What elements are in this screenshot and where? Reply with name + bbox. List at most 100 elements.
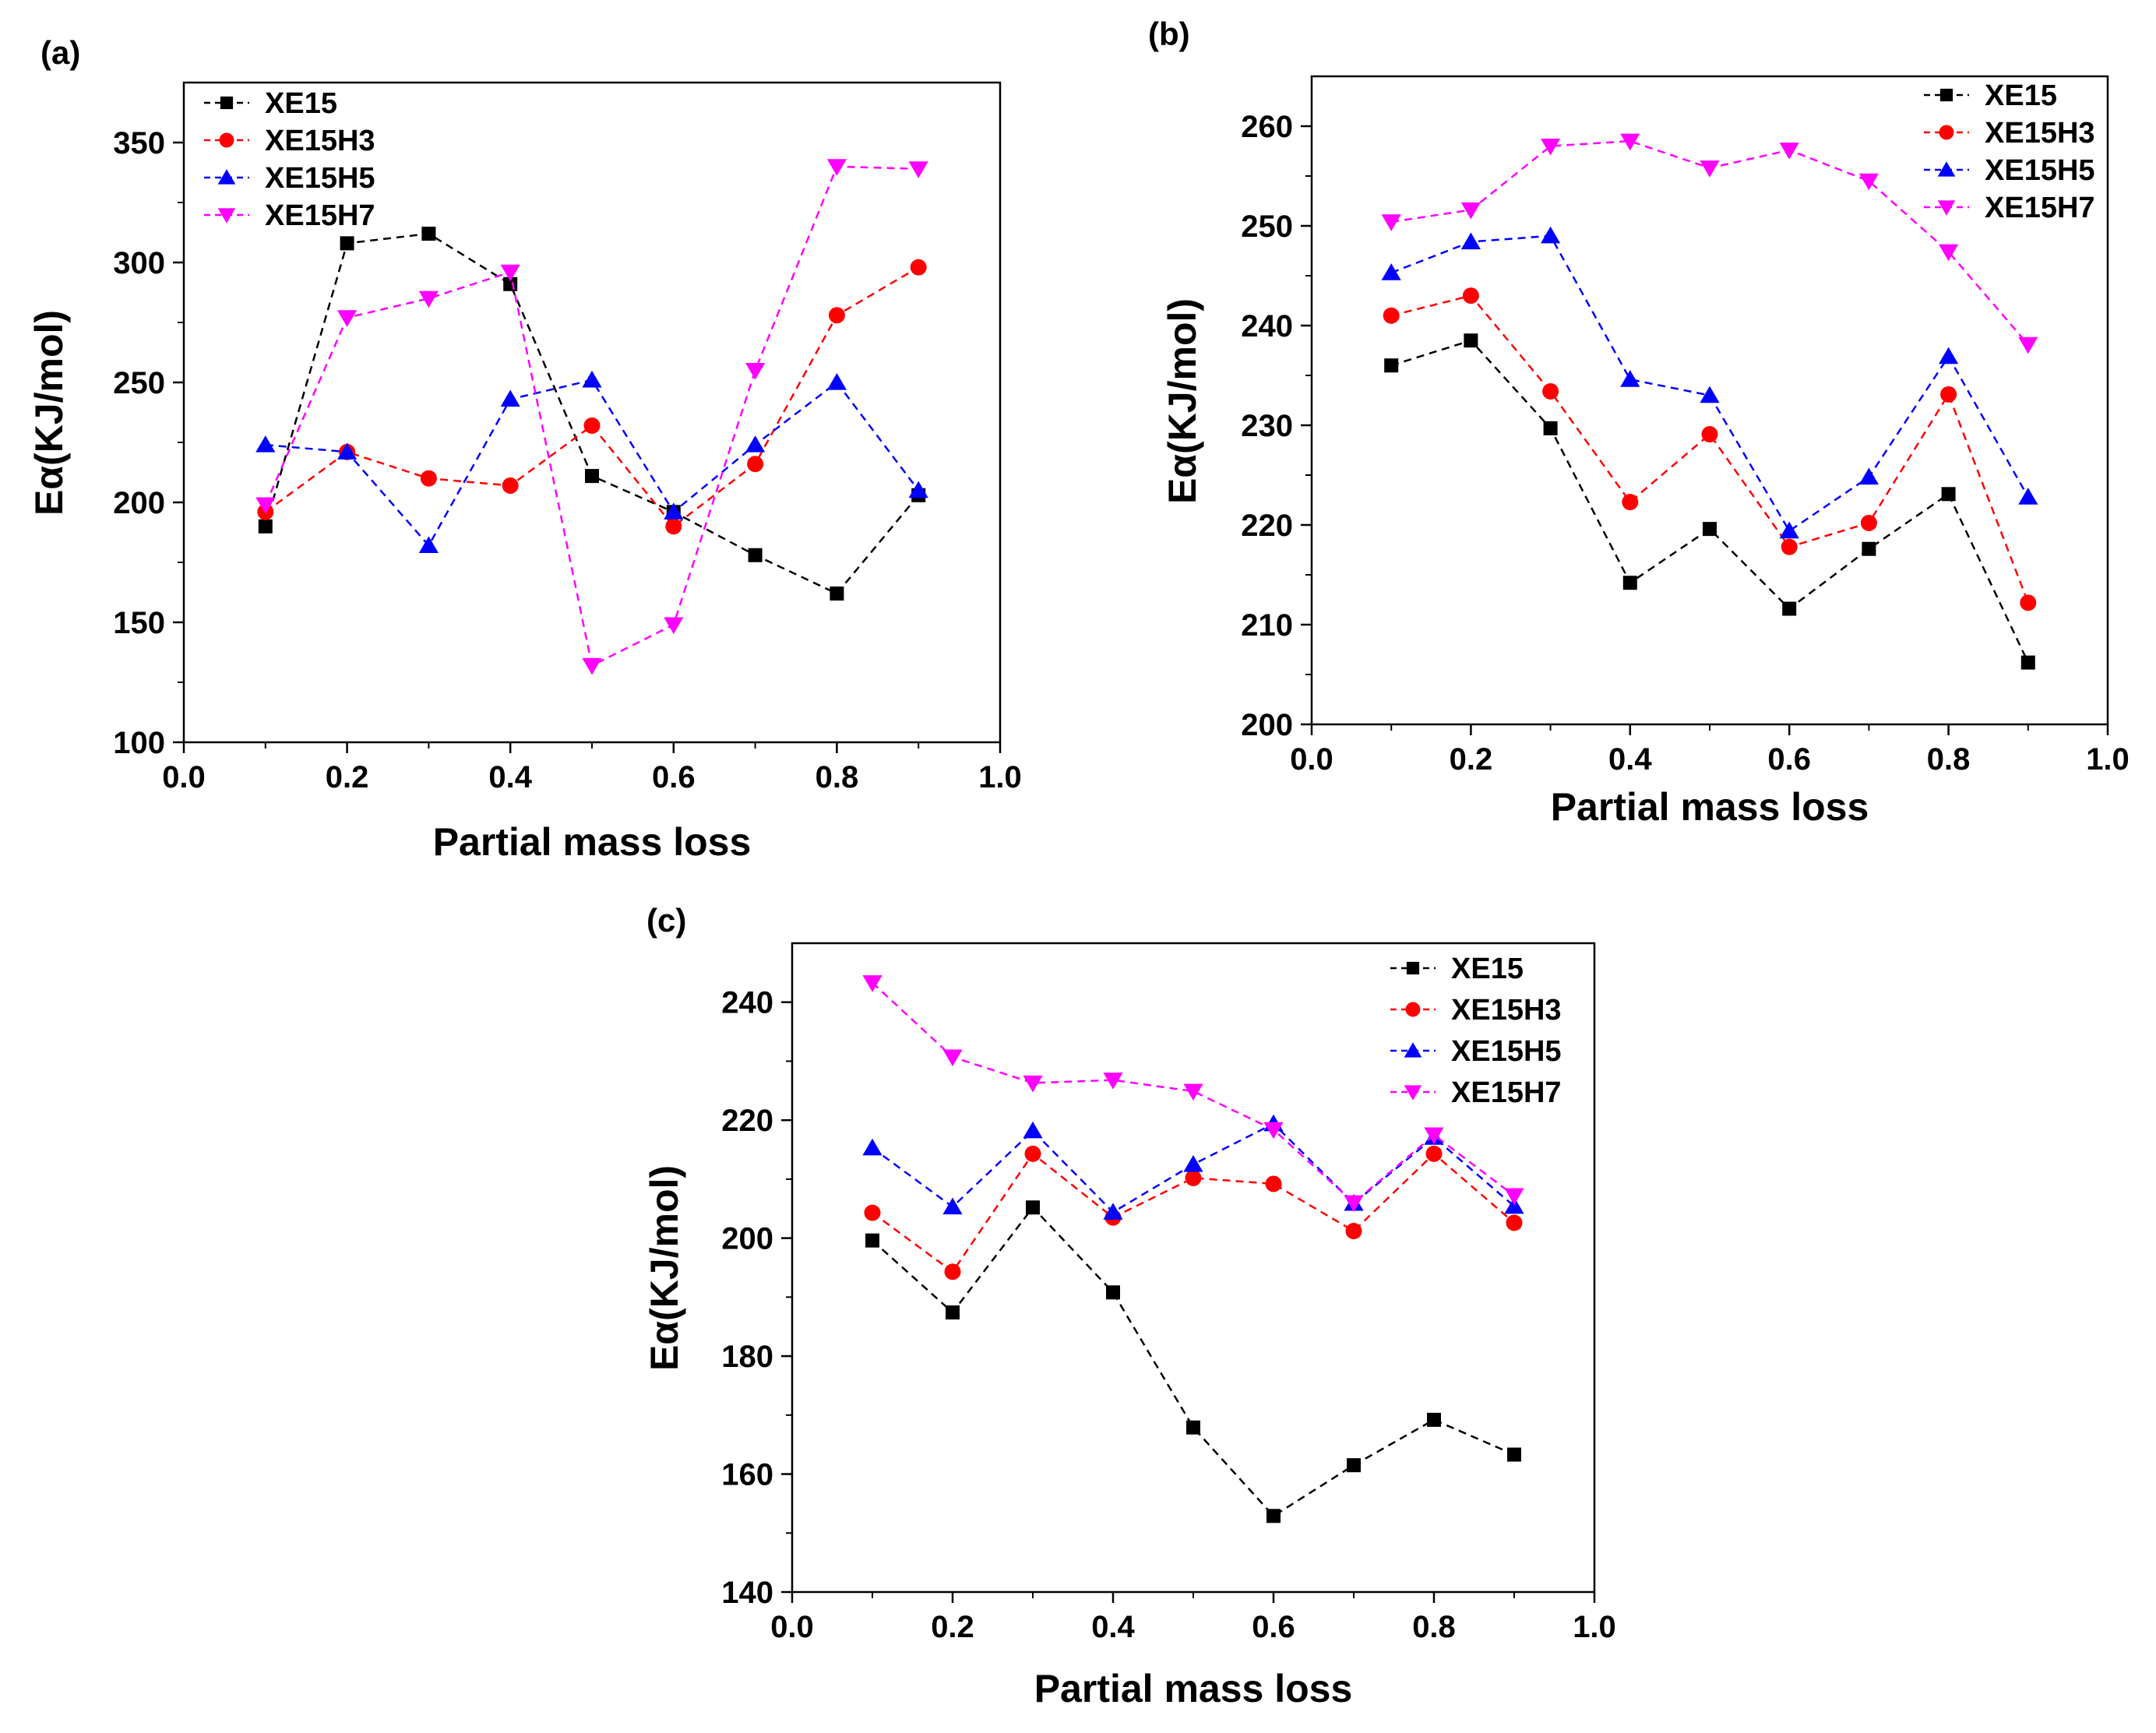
panel-a-data-point — [255, 435, 276, 453]
panel-a-data-point — [418, 536, 439, 554]
panel-a-y-tick-label: 300 — [113, 246, 165, 280]
panel-a-data-point — [828, 307, 845, 324]
panel-c-data-point — [1424, 1127, 1444, 1145]
panel-b-data-point — [1858, 173, 1879, 191]
panel-a-x-tick-label: 0.2 — [326, 760, 369, 794]
panel-c-legend-label: XE15 — [1451, 953, 1524, 985]
panel-a-series-line — [265, 379, 920, 548]
panel-b-series-xe15h5 — [1381, 226, 2038, 539]
panel-c-legend-marker — [1406, 961, 1420, 975]
panel-c-data-point — [1024, 1145, 1041, 1162]
panel-c-data-point — [1504, 1196, 1524, 1214]
panel-a-data-point — [664, 617, 684, 635]
panel-a-data-point — [747, 456, 764, 473]
panel-c-legend: XE15 XE15H3 XE15H5 XE15H7 — [1390, 953, 1562, 1109]
panel-c-x-tick-label: 0.2 — [931, 1610, 974, 1644]
panel-b-x-tick-label: 0.0 — [1290, 742, 1333, 777]
panel-c-data-point — [862, 1138, 882, 1156]
panel-c-data-point — [1023, 1121, 1043, 1139]
panel-c-legend-label: XE15H7 — [1451, 1076, 1562, 1109]
panel-a-data-point — [908, 161, 928, 178]
panel-a-data-point — [337, 442, 358, 460]
panel-a-series-xe15 — [258, 227, 926, 601]
panel-a-data-point — [340, 236, 354, 251]
panel-c-data-point — [864, 1204, 881, 1221]
panel-c-series-line — [872, 1206, 1515, 1517]
panel-c: (c) 0.0 0.2 0.4 0.6 0.8 1.0 140 160 180 200 220 240 P… — [643, 902, 1616, 1710]
panel-a-data-point — [582, 370, 602, 388]
panel-c-series-line — [872, 981, 1515, 1204]
panel-a-data-point — [908, 481, 928, 498]
panel-b-x-tick-label: 0.2 — [1450, 742, 1493, 777]
panel-a-series-xe15h5 — [255, 370, 928, 554]
panel-a: (a) 0.0 0.2 0.4 0.6 0.8 1.0 100 150 200 250 300 350 P… — [27, 34, 1022, 864]
panel-a-x-tick-label: 0.0 — [162, 760, 206, 794]
panel-b-data-point — [2020, 655, 2035, 670]
panel-a-legend-label: XE15H3 — [265, 125, 375, 157]
panel-b-data-point — [1939, 244, 1959, 262]
panel-b-data-point — [1779, 143, 1799, 160]
panel-a-data-point — [585, 469, 599, 484]
panel-c-x-tick-label: 0.6 — [1252, 1610, 1295, 1644]
panel-c-series-line — [872, 1152, 1515, 1273]
panel-b-legend-marker — [1939, 88, 1953, 102]
panel-c-x-tick-label: 0.4 — [1091, 1610, 1135, 1644]
panel-b-data-point — [1541, 139, 1561, 156]
panel-c-data-point — [1427, 1412, 1441, 1427]
panel-c-y-tick-label: 180 — [721, 1340, 773, 1374]
panel-a-data-point — [745, 363, 766, 380]
panel-a-x-tick-label: 0.4 — [488, 760, 532, 794]
panel-a-series-line — [265, 266, 919, 528]
panel-b-data-point — [1383, 307, 1400, 324]
panel-b: (b) 0.0 0.2 0.4 0.6 0.8 1.0 200 210 220 230 240 250 2… — [1148, 16, 2130, 829]
panel-c-data-point — [942, 1197, 963, 1215]
panel-b-y-axis-title: Eα(KJ/mol) — [1161, 298, 1204, 504]
panel-b-x-tick-label: 1.0 — [2086, 742, 2130, 777]
panel-b-legend-label: XE15 — [1985, 79, 2057, 112]
panel-a-legend-marker — [217, 169, 236, 185]
panel-c-y-tick-label: 140 — [721, 1576, 773, 1610]
panel-a-y-tick-label: 350 — [113, 126, 165, 160]
panel-b-x-tick-label: 0.6 — [1767, 742, 1811, 777]
panel-b-data-point — [1622, 576, 1637, 590]
panel-b-data-point — [1543, 421, 1558, 435]
panel-b-y-tick-label: 250 — [1241, 210, 1293, 244]
panel-c-y-axis-title: Eα(KJ/mol) — [643, 1165, 686, 1371]
panel-a-legend-marker — [219, 132, 234, 148]
panel-a-data-point — [910, 259, 927, 276]
panel-b-legend: XE15 XE15H3 XE15H5 XE15H7 — [1924, 79, 2095, 224]
panel-c-legend-label: XE15H5 — [1451, 1035, 1562, 1068]
panel-b-data-point — [1940, 386, 1957, 403]
panel-b-data-point — [2020, 594, 2037, 611]
panel-b-y-tick-label: 200 — [1241, 708, 1293, 742]
panel-a-data-point — [258, 519, 273, 534]
panel-b-series-xe15h3 — [1383, 287, 2037, 611]
panel-b-legend-marker — [1939, 125, 1954, 140]
panel-b-data-point — [1941, 487, 1956, 502]
panel-a-data-point — [583, 417, 601, 434]
panel-c-data-point — [1026, 1200, 1040, 1215]
panel-b-legend-marker — [1937, 161, 1956, 177]
panel-b-data-point — [1460, 232, 1481, 250]
panel-b-y-tick-label: 220 — [1241, 509, 1293, 543]
panel-a-data-point — [420, 470, 437, 487]
panel-c-y-tick-label: 220 — [721, 1104, 773, 1138]
panel-b-x-axis-title: Partial mass loss — [1551, 785, 1869, 829]
panel-b-series-line — [1390, 339, 2029, 664]
panel-c-data-point — [946, 1305, 960, 1320]
panel-c-x-axis-title: Partial mass loss — [1034, 1667, 1353, 1710]
panel-b-data-point — [1779, 521, 1799, 539]
panel-b-data-point — [1384, 358, 1399, 373]
panel-c-data-point — [1425, 1145, 1443, 1162]
panel-a-y-tick-label: 100 — [113, 726, 165, 760]
panel-a-series-xe15h7 — [255, 159, 928, 675]
panel-b-data-point — [2018, 488, 2038, 505]
panel-c-y-tick-label: 160 — [721, 1458, 773, 1492]
panel-a-data-point — [826, 373, 847, 390]
panel-c-data-point — [944, 1263, 961, 1280]
panel-a-data-point — [337, 310, 358, 327]
panel-c-data-point — [1185, 1169, 1202, 1186]
panel-c-data-point — [1263, 1122, 1284, 1139]
panel-c-series-xe15 — [865, 1200, 1521, 1523]
panel-b-y-tick-label: 230 — [1241, 409, 1293, 443]
